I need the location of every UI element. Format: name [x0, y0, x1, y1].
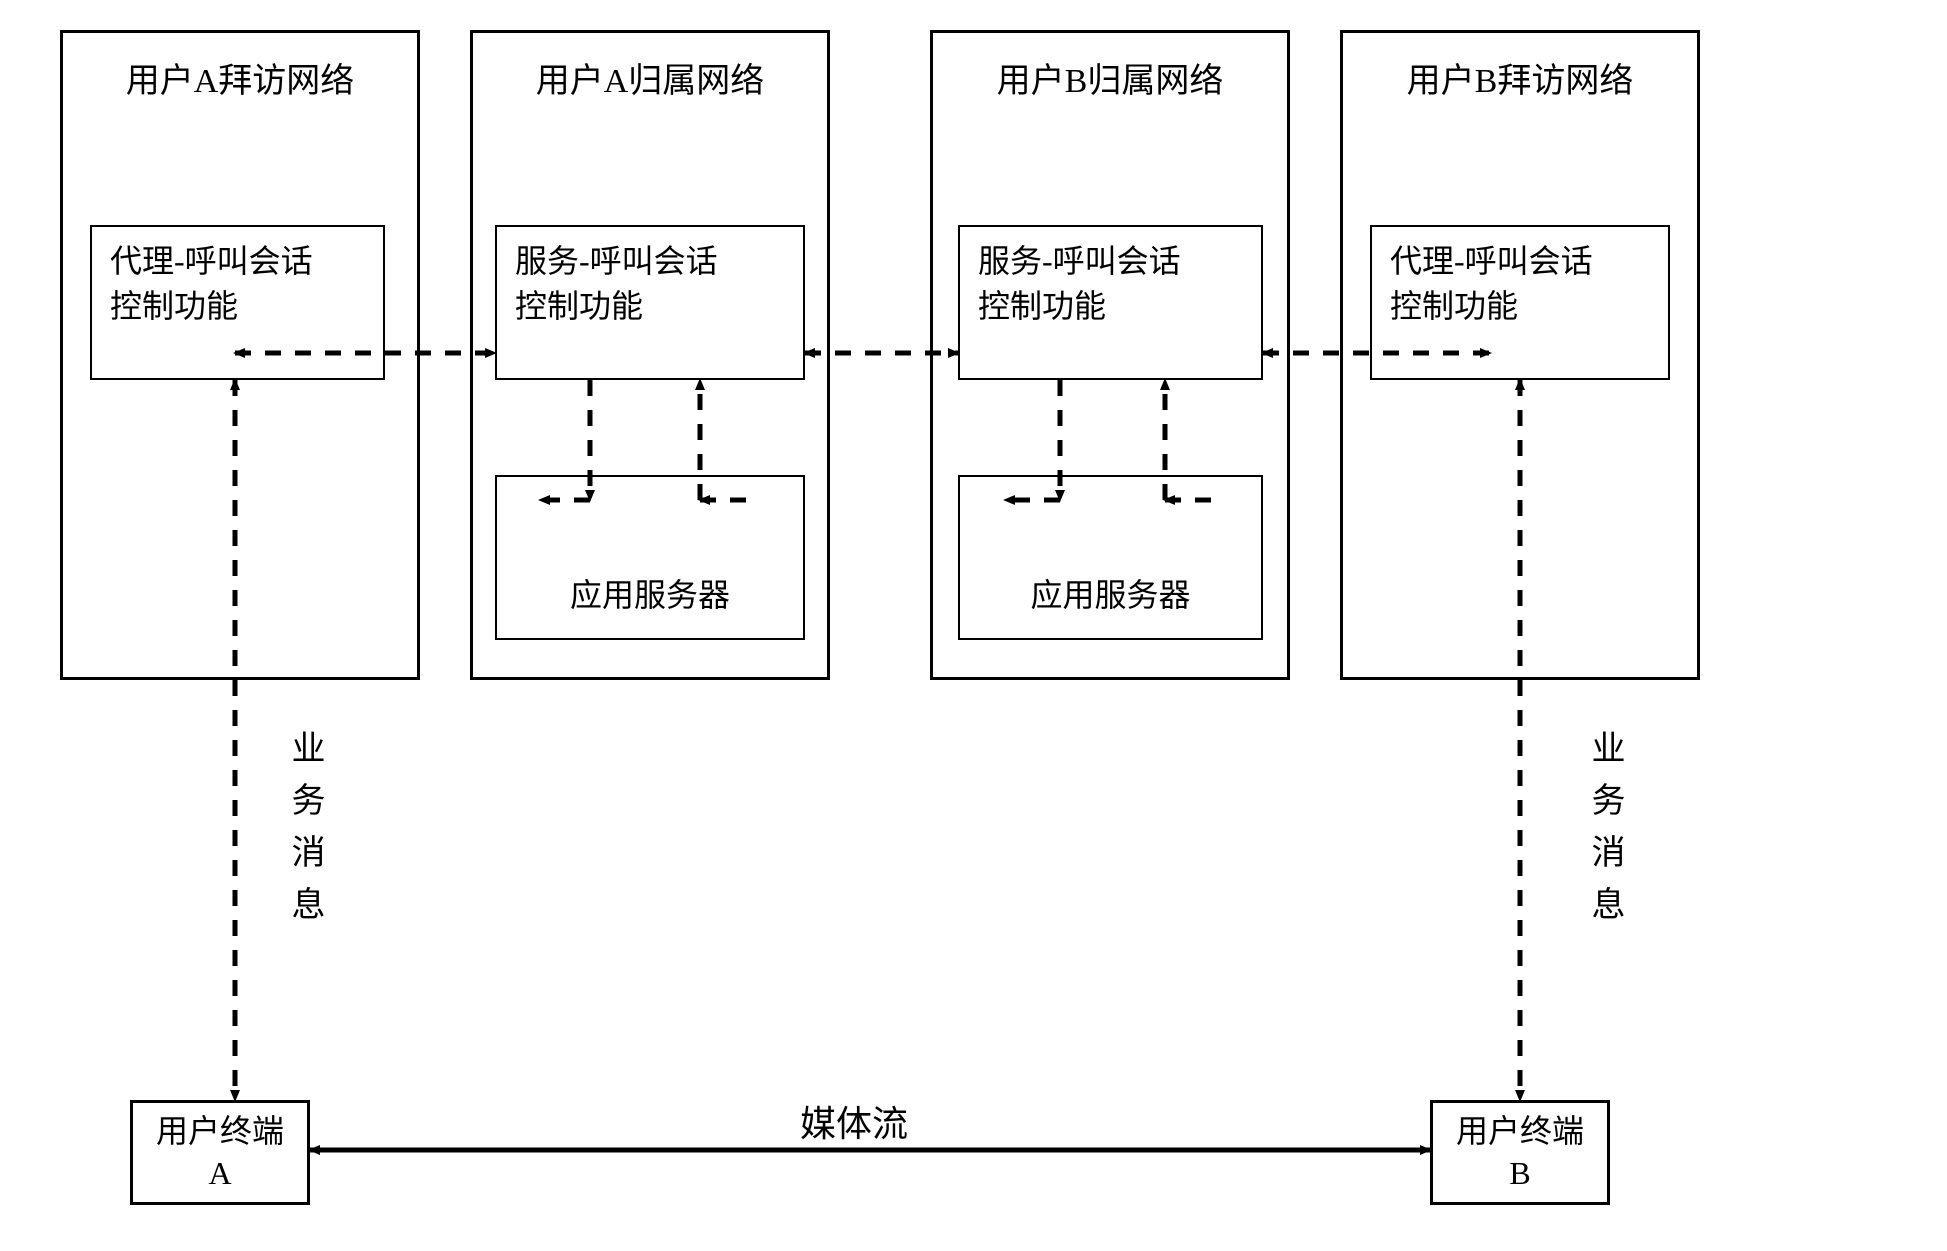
terminal-b-l2: B — [1445, 1153, 1595, 1195]
box-a-serve-l1: 服务-呼叫会话 — [515, 239, 785, 284]
box-a-serve-l2: 控制功能 — [515, 284, 785, 329]
network-a-visit-title: 用户A拜访网络 — [63, 53, 417, 102]
box-b-serve-l1: 服务-呼叫会话 — [978, 239, 1243, 284]
terminal-b: 用户终端 B — [1430, 1100, 1610, 1205]
box-a-serve: 服务-呼叫会话 控制功能 — [495, 225, 805, 380]
terminal-a-l2: A — [145, 1153, 295, 1195]
box-a-app-l1: 应用服务器 — [570, 573, 730, 618]
box-b-proxy-l2: 控制功能 — [1390, 284, 1650, 329]
box-b-proxy: 代理-呼叫会话 控制功能 — [1370, 225, 1670, 380]
box-b-serve-l2: 控制功能 — [978, 284, 1243, 329]
terminal-b-l1: 用户终端 — [1445, 1111, 1595, 1153]
terminal-a-l1: 用户终端 — [145, 1111, 295, 1153]
terminal-a: 用户终端 A — [130, 1100, 310, 1205]
vlabel-service-msg-b: 业务消息 — [1580, 730, 1629, 938]
box-b-app-l1: 应用服务器 — [1030, 573, 1190, 618]
network-a-home-title: 用户A归属网络 — [473, 53, 827, 102]
box-b-app: 应用服务器 — [958, 475, 1263, 640]
box-b-proxy-l1: 代理-呼叫会话 — [1390, 239, 1650, 284]
box-a-proxy-l1: 代理-呼叫会话 — [110, 239, 365, 284]
box-a-proxy: 代理-呼叫会话 控制功能 — [90, 225, 385, 380]
media-stream-label: 媒体流 — [800, 1095, 908, 1147]
box-a-app: 应用服务器 — [495, 475, 805, 640]
network-b-home-title: 用户B归属网络 — [933, 53, 1287, 102]
network-b-visit-title: 用户B拜访网络 — [1343, 53, 1697, 102]
box-b-serve: 服务-呼叫会话 控制功能 — [958, 225, 1263, 380]
vlabel-service-msg-a: 业务消息 — [280, 730, 329, 938]
box-a-proxy-l2: 控制功能 — [110, 284, 365, 329]
